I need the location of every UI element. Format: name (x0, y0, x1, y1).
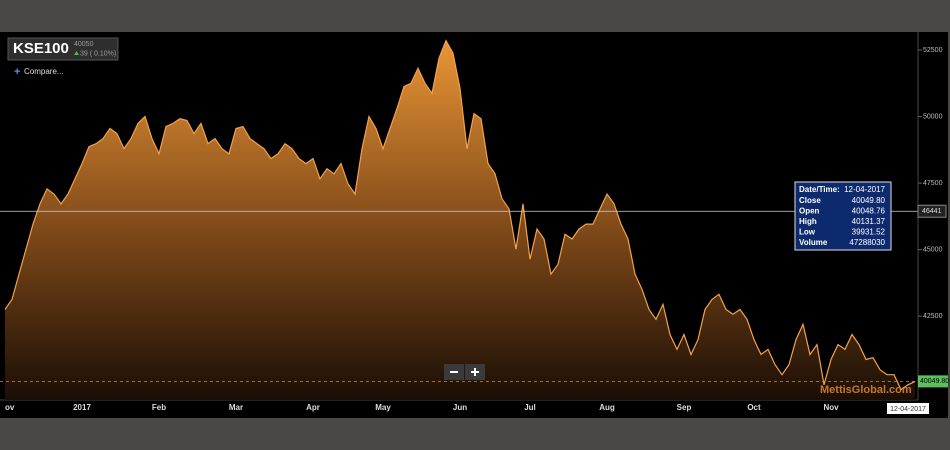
up-arrow (74, 51, 79, 55)
tooltip-row-value: 40048.76 (852, 207, 886, 216)
tooltip-row-label: Low (799, 228, 816, 237)
compare-plus[interactable]: + (14, 66, 20, 78)
tooltip-row-label: Close (799, 196, 821, 205)
y-tick-label: 52500 (923, 47, 943, 54)
tooltip-row-label: High (799, 217, 817, 226)
x-tick-label: Nov (823, 403, 839, 412)
last-price-tag (918, 375, 948, 388)
y-tick-label: 50000 (923, 113, 943, 120)
x-tick-label: Sep (677, 403, 692, 412)
area (5, 40, 915, 400)
tooltip-row-value: 47288030 (849, 238, 885, 247)
compare-link[interactable]: Compare... (24, 67, 64, 76)
x-tick-label: Feb (152, 403, 166, 412)
line (4, 39, 916, 391)
plot: 42500 45000 47500 50000 52500 ov 2017 Feb Mar Apr… (4, 39, 943, 412)
cursor-date-tag (887, 403, 929, 414)
tooltip-row-value: 40049.80 (852, 196, 886, 205)
x-tick-label: Oct (747, 403, 761, 412)
tooltip-row-label: Volume (799, 238, 828, 247)
x-tick-label: Jun (453, 403, 467, 412)
overlay: KSE100 40050 39 ( 0.10%) + Compare... Me… (0, 37, 949, 414)
change: 39 ( 0.10%) (80, 50, 116, 57)
tooltip-row-label: Open (799, 207, 820, 216)
x-tick-label: Aug (599, 403, 615, 412)
tooltip-row-value: 40131.37 (852, 217, 886, 226)
x-tick-label: Mar (229, 403, 243, 412)
x-tick-label: 2017 (73, 403, 91, 412)
symbol: KSE100 (13, 40, 69, 57)
y-tick-label: 45000 (923, 246, 943, 253)
crosshair-label: 46441 (922, 208, 942, 215)
cursor-date: 12-04-2017 (890, 406, 926, 413)
last-price-label: 40049.80 (920, 378, 949, 385)
watermark: MettisGlobal.com (820, 384, 912, 396)
last-value: 40050 (74, 41, 94, 48)
tooltip-box (794, 181, 892, 251)
tooltip-title-value: 12-04-2017 (844, 185, 885, 194)
crosshair-tag (917, 204, 947, 218)
tooltip-row-value: 39931.52 (852, 228, 886, 237)
x-tick-label: May (375, 403, 391, 412)
x-tick-label: Jul (524, 403, 536, 412)
x-tick-label: ov (5, 403, 15, 412)
y-tick-label: 42500 (923, 313, 943, 320)
y-tick-label: 47500 (923, 180, 943, 187)
x-tick-label: Apr (306, 403, 320, 412)
tooltip-title-label: Date/Time: (799, 185, 840, 194)
symbol-box (7, 37, 119, 61)
zoom-controls (444, 364, 485, 380)
